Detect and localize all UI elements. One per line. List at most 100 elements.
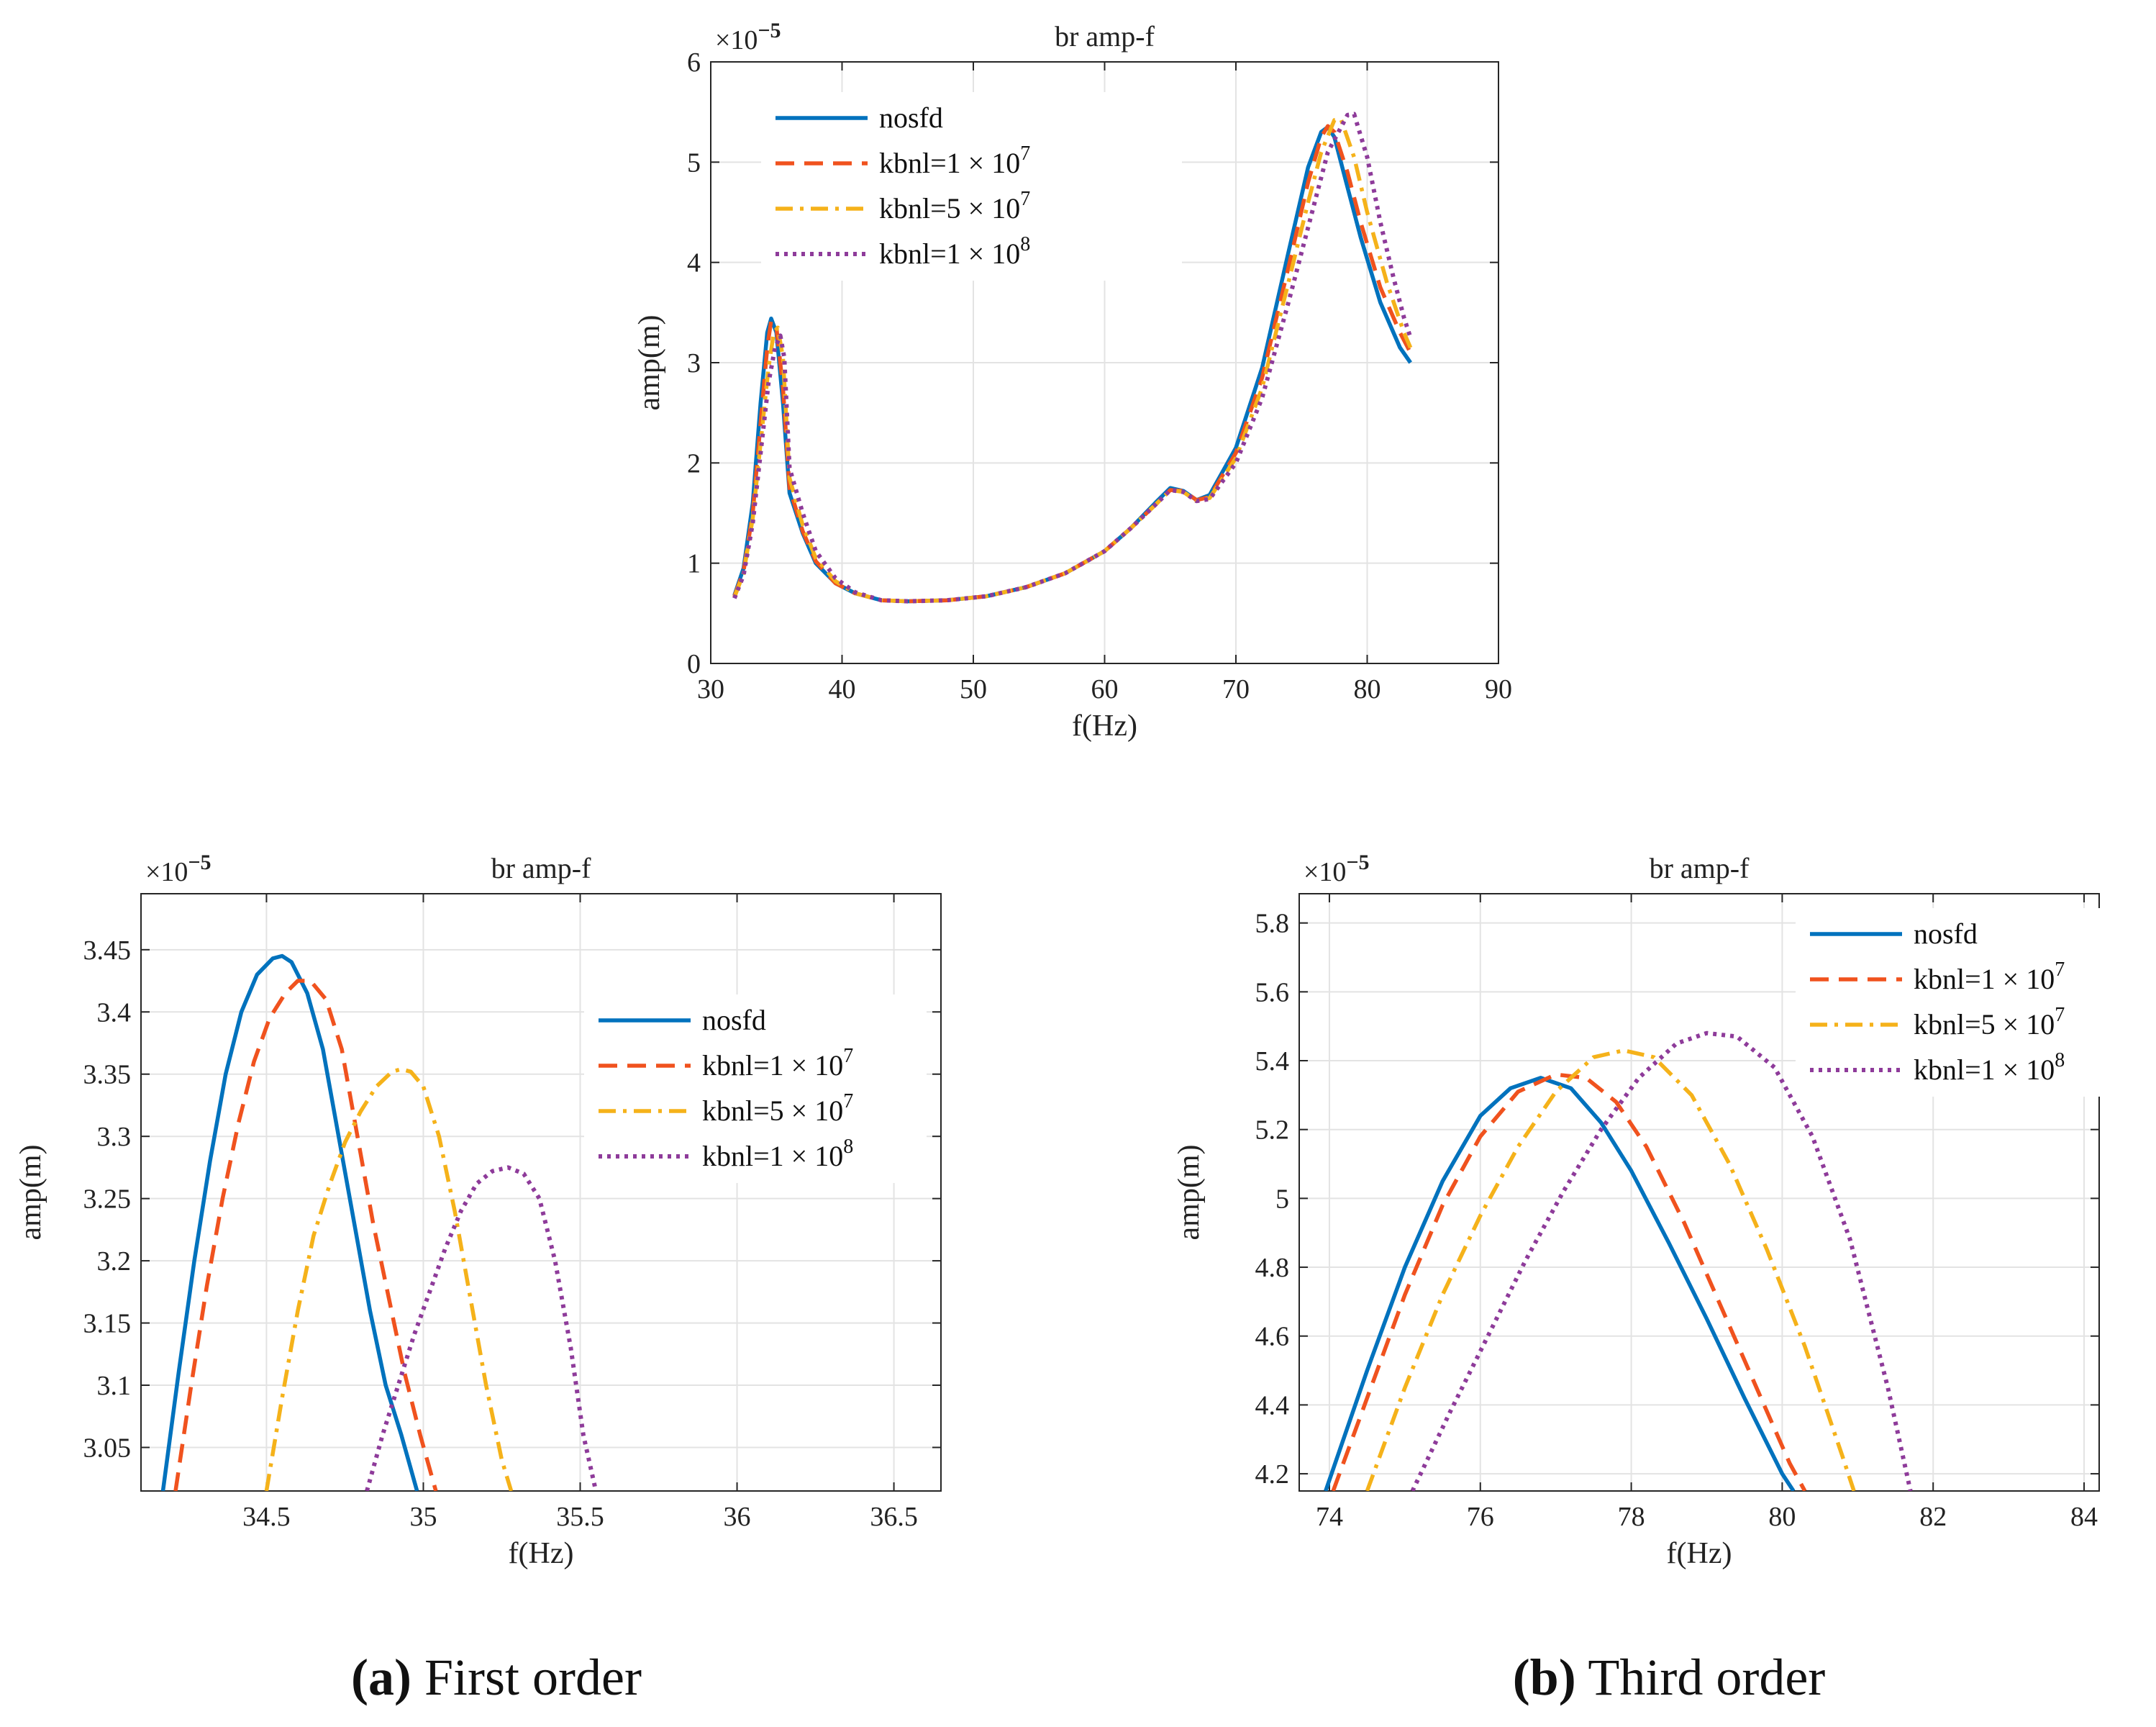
x-axis-label: f(Hz) — [509, 1537, 574, 1570]
legend-label-k1e7: kbnl=1 × 107 — [1914, 958, 2065, 995]
caption-a: (a) First order — [351, 1649, 642, 1706]
x-axis-label: f(Hz) — [1072, 710, 1137, 743]
y-tick-label: 5 — [687, 148, 701, 178]
y-tick-label: 5.6 — [1255, 977, 1290, 1007]
legend-label-k1e8: kbnl=1 × 108 — [1914, 1049, 2065, 1086]
legend-box — [1796, 908, 2103, 1097]
legend-label-k5e7: kbnl=5 × 107 — [1914, 1004, 2065, 1041]
plot-area — [141, 894, 941, 1491]
series-line-k5e7 — [732, 117, 1413, 604]
multiplier-exponent: −5 — [1346, 851, 1369, 874]
y-tick-label: 6 — [687, 47, 701, 78]
y-tick-label: 3.1 — [97, 1371, 132, 1401]
x-tick-label: 35.5 — [556, 1502, 604, 1532]
legend-label-text: kbnl=1 × 10 — [879, 147, 1020, 179]
x-tick-label: 34.5 — [242, 1502, 291, 1532]
y-tick-label: 3.45 — [83, 935, 132, 966]
multiplier-base: ×10 — [1304, 857, 1346, 887]
series-line-k1e8 — [365, 1165, 599, 1491]
legend-label-k5e7: kbnl=5 × 107 — [702, 1090, 853, 1127]
legend-label-k1e7: kbnl=1 × 107 — [702, 1045, 853, 1082]
y-tick-label: 4.4 — [1255, 1390, 1290, 1420]
axes-box — [1298, 893, 2100, 1492]
y-tick-label: 4.2 — [1255, 1459, 1290, 1490]
axes-box — [140, 893, 942, 1492]
y-tick-label: 0 — [687, 649, 701, 679]
legend-label-text: kbnl=5 × 10 — [1914, 1008, 2055, 1041]
legend-label-text: nosfd — [1914, 917, 1978, 950]
x-tick-label: 90 — [1485, 674, 1512, 704]
x-tick-label: 78 — [1618, 1502, 1645, 1532]
y-tick-label: 5.4 — [1255, 1046, 1290, 1076]
legend-label-exponent: 8 — [1020, 233, 1030, 255]
multiplier-base: ×10 — [715, 25, 758, 55]
x-tick-label: 36.5 — [870, 1502, 918, 1532]
x-tick-label: 50 — [960, 674, 987, 704]
y-tick-label: 4.8 — [1255, 1253, 1290, 1283]
caption-letter: (a) — [351, 1649, 411, 1706]
x-axis-label: f(Hz) — [1667, 1537, 1732, 1570]
legend-label-exponent: 7 — [1020, 142, 1030, 165]
legend-label-text: nosfd — [702, 1004, 766, 1036]
legend-label-exponent: 8 — [2055, 1049, 2065, 1071]
chart-title: br amp-f — [1650, 852, 1750, 884]
series-line-k5e7 — [264, 1067, 514, 1491]
legend-label-k1e8: kbnl=1 × 108 — [879, 233, 1030, 270]
x-tick-label: 70 — [1222, 674, 1250, 704]
y-tick-label: 2 — [687, 448, 701, 479]
axis-multiplier: ×10−5 — [715, 19, 781, 55]
legend-label-nosfd: nosfd — [702, 1004, 766, 1036]
y-tick-label: 5.2 — [1255, 1115, 1290, 1146]
chart-a: 34.5 35 35.5 36 36.5 3.05 3.1 3.15 3.2 3.25 3.3 3.3… — [14, 851, 942, 1570]
legend-label-exponent: 7 — [2055, 1004, 2065, 1026]
legend-label-exponent: 8 — [843, 1136, 853, 1158]
y-tick-label: 5.8 — [1255, 909, 1290, 939]
y-tick-label: 3.3 — [97, 1122, 132, 1152]
legend-label-text: kbnl=5 × 10 — [879, 192, 1020, 225]
legend-label-k1e7: kbnl=1 × 107 — [879, 142, 1030, 179]
x-tick-label: 80 — [1354, 674, 1381, 704]
y-tick-label: 4.6 — [1255, 1322, 1290, 1352]
legend-label-k1e8: kbnl=1 × 108 — [702, 1136, 853, 1172]
legend-label-text: kbnl=1 × 10 — [879, 237, 1020, 270]
x-tick-label: 40 — [829, 674, 856, 704]
caption-text: First order — [411, 1649, 642, 1706]
legend: nosfd kbnl=1 × 107 kbnl=5 × 107 kbnl=1 × 10… — [584, 994, 927, 1183]
x-tick-label: 74 — [1316, 1502, 1343, 1532]
x-tick-label: 30 — [697, 674, 724, 704]
legend-label-nosfd: nosfd — [1914, 917, 1978, 950]
y-tick-label: 3.35 — [83, 1060, 132, 1090]
x-tick-label: 84 — [2070, 1502, 2098, 1532]
x-tick-label: 36 — [724, 1502, 751, 1532]
x-tick-label: 80 — [1768, 1502, 1796, 1532]
legend-label-text: kbnl=1 × 10 — [1914, 963, 2055, 995]
axis-multiplier: ×10−5 — [145, 851, 211, 887]
y-axis-label: amp(m) — [1173, 1145, 1206, 1241]
y-tick-label: 1 — [687, 549, 701, 579]
multiplier-exponent: −5 — [188, 851, 211, 874]
multiplier-exponent: −5 — [758, 19, 781, 42]
x-tick-label: 82 — [1919, 1502, 1947, 1532]
series-line-nosfd — [160, 953, 419, 1491]
y-tick-label: 4 — [687, 248, 701, 278]
legend-label-exponent: 7 — [2055, 958, 2065, 981]
caption-b: (b) Third order — [1513, 1649, 1826, 1706]
y-tick-label: 3.15 — [83, 1309, 132, 1339]
y-axis-label: amp(m) — [14, 1145, 47, 1241]
y-tick-label: 3.05 — [83, 1433, 132, 1463]
y-tick-label: 3.25 — [83, 1184, 132, 1215]
x-tick-label: 76 — [1467, 1502, 1494, 1532]
caption-letter: (b) — [1513, 1649, 1576, 1706]
legend-label-nosfd: nosfd — [879, 101, 943, 134]
y-tick-label: 3.4 — [97, 997, 132, 1028]
legend-label-exponent: 7 — [1020, 188, 1030, 210]
series-line-k1e7 — [1331, 1072, 1807, 1491]
legend-label-text: kbnl=1 × 10 — [702, 1140, 843, 1172]
y-tick-label: 5 — [1275, 1184, 1289, 1214]
legend-label-text: kbnl=1 × 10 — [702, 1049, 843, 1082]
series-line-nosfd — [1324, 1076, 1796, 1491]
legend-box — [761, 92, 1182, 281]
